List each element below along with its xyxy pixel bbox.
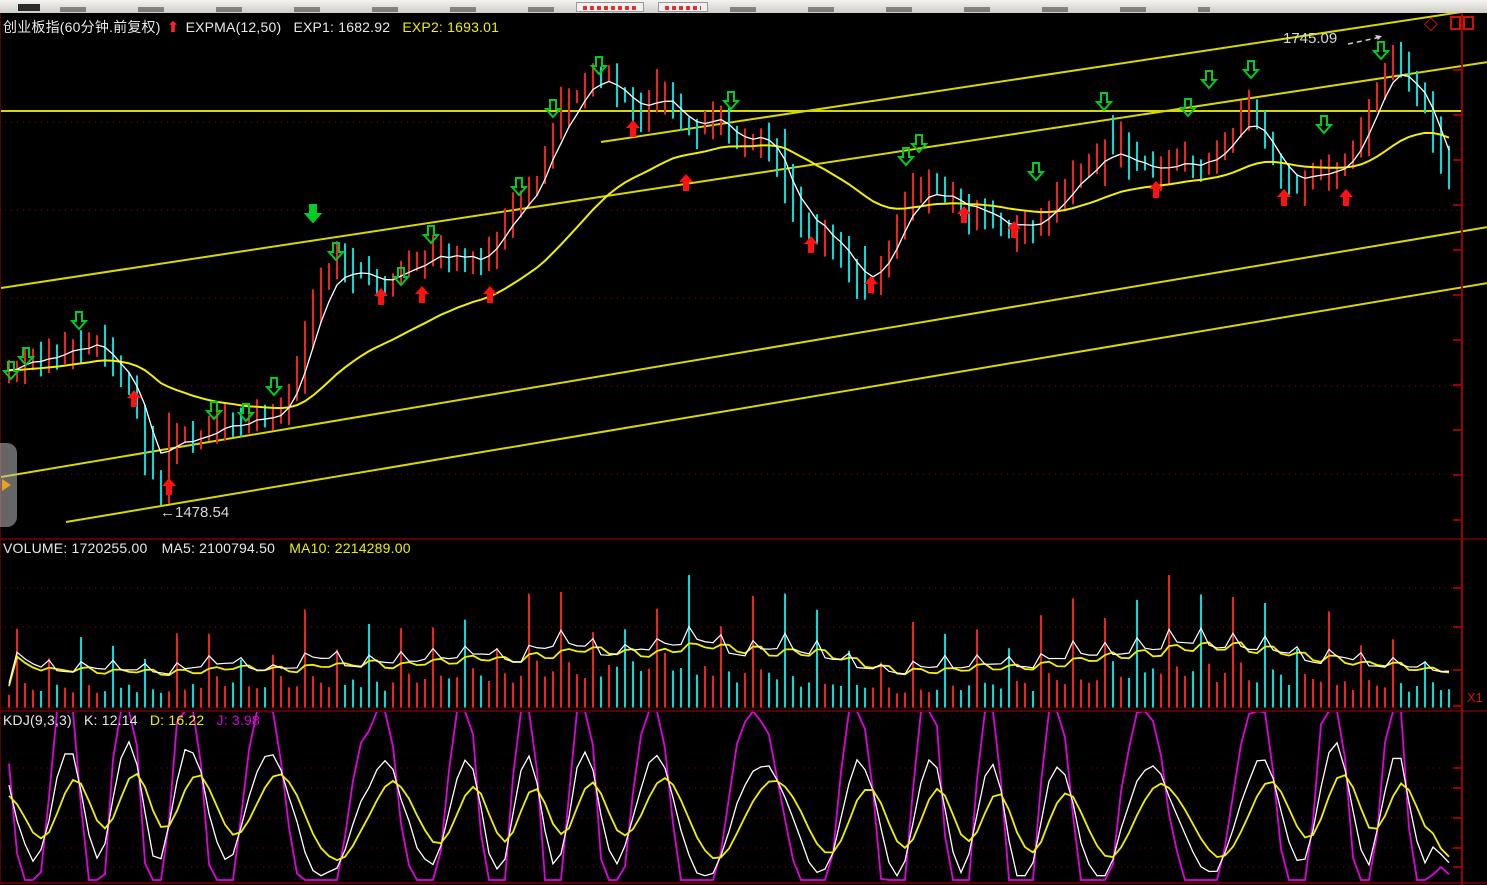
sell-signal-arrow — [896, 147, 916, 167]
sell-signal-arrow — [264, 377, 284, 397]
kdj-header: KDJ(9,3,3) K: 12.14 D: 16.22 J: 3.98 — [3, 712, 260, 728]
buy-signal-arrow — [415, 286, 429, 303]
volume-scale-label[interactable]: X1 — [1467, 690, 1483, 705]
menu-items-cutoff-right[interactable] — [730, 7, 1210, 12]
split-window-icon[interactable] — [1450, 16, 1476, 31]
sell-signal-arrow — [721, 91, 741, 111]
sell-signal-arrow — [1199, 70, 1219, 90]
high-price-annotation: 1745.09 — [1283, 30, 1338, 47]
sell-signal-arrow — [589, 56, 609, 76]
buy-signal-arrow — [162, 478, 176, 495]
sell-signal-arrow — [421, 225, 441, 245]
low-price-annotation: ←1478.54 — [160, 504, 230, 521]
buy-signal-arrow — [1339, 189, 1353, 206]
signal-arrows — [1, 41, 1391, 495]
sell-signal-arrow — [303, 204, 323, 224]
sell-signal-arrow — [1026, 162, 1046, 182]
sell-signal-arrow — [204, 401, 224, 421]
chart-area — [0, 13, 1487, 885]
indicator-label[interactable]: EXPMA(12,50) — [185, 19, 282, 35]
menu-red-button-left[interactable] — [576, 2, 644, 12]
menu-items-cutoff[interactable] — [60, 7, 560, 12]
sell-signal-arrow — [1314, 115, 1334, 135]
sell-signal-arrow — [1178, 98, 1198, 118]
buy-signal-arrow — [957, 206, 971, 223]
buy-signal-arrow — [483, 286, 497, 303]
kdj-k-line — [8, 740, 1450, 878]
sidebar-collapse-handle[interactable] — [0, 443, 17, 527]
bottom-border — [1, 882, 1487, 884]
sell-signal-arrow — [509, 177, 529, 197]
sell-signal-arrow — [16, 347, 36, 367]
buy-signal-arrow — [1007, 221, 1021, 238]
sell-signal-arrow — [1094, 92, 1114, 112]
buy-signal-arrow — [1149, 181, 1163, 198]
main-price-chart[interactable] — [1, 13, 1487, 540]
main-chart-header: 创业板指(60分钟.前复权) ⬆ EXPMA(12,50) EXP1: 1682… — [3, 17, 499, 37]
exp1-value-label: EXP1: 1682.92 — [293, 19, 391, 35]
volume-label[interactable]: VOLUME: 1720255.00 — [3, 540, 148, 556]
volume-ma10-line — [8, 641, 1450, 687]
buy-signal-arrow — [679, 174, 693, 191]
kdj-label[interactable]: KDJ(9,3,3) — [3, 712, 72, 728]
kdj-d-label: D: 16.22 — [149, 712, 205, 728]
trend-channel-lines — [1, 13, 1487, 523]
app-icon[interactable] — [18, 4, 40, 11]
exp1-ma-line — [8, 74, 1450, 454]
buy-signal-arrow — [374, 288, 388, 305]
sell-signal-arrow — [1, 361, 21, 381]
buy-signal-arrow — [626, 120, 640, 137]
volume-ma5-line — [8, 625, 1450, 684]
exp2-value-label: EXP2: 1693.01 — [402, 19, 500, 35]
expand-arrow-icon — [2, 479, 11, 491]
sell-signal-arrow — [391, 267, 411, 287]
volume-ma10-label: MA10: 2214289.00 — [289, 540, 411, 556]
sell-signal-arrow — [1371, 41, 1391, 61]
up-arrow-icon: ⬆ — [166, 19, 180, 36]
chart-title: 创业板指(60分钟.前复权) — [3, 19, 161, 35]
kdj-d-line — [8, 772, 1450, 862]
volume-ma5-label: MA5: 2100794.50 — [161, 540, 276, 556]
sell-signal-arrow — [909, 134, 929, 154]
buy-signal-arrow — [127, 390, 141, 407]
diamond-icon[interactable]: ◇ — [1424, 13, 1438, 33]
high-annotation-arrow — [1347, 36, 1382, 45]
menu-red-button-right[interactable] — [658, 2, 708, 12]
kdj-chart[interactable] — [1, 712, 1487, 885]
kdj-j-line — [8, 712, 1450, 881]
pane-divider[interactable] — [1, 538, 1487, 540]
volume-chart[interactable] — [1, 540, 1487, 710]
pane-divider[interactable] — [1, 710, 1487, 712]
volume-header: VOLUME: 1720255.00 MA5: 2100794.50 MA10:… — [3, 540, 411, 556]
buy-signal-arrow — [864, 276, 878, 293]
kdj-k-label: K: 12.14 — [84, 712, 138, 728]
sell-signal-arrow — [543, 99, 563, 119]
sell-signal-arrow — [1241, 60, 1261, 80]
sell-signal-arrow — [236, 403, 256, 423]
buy-signal-arrow — [1277, 189, 1291, 206]
price-axis — [1461, 13, 1463, 885]
kdj-j-label: J: 3.98 — [216, 712, 260, 728]
sell-signal-arrow — [69, 311, 89, 331]
menu-bar[interactable] — [0, 0, 1487, 14]
sell-signal-arrow — [326, 242, 346, 262]
buy-signal-arrow — [804, 236, 818, 253]
volume-bars — [8, 575, 1450, 708]
